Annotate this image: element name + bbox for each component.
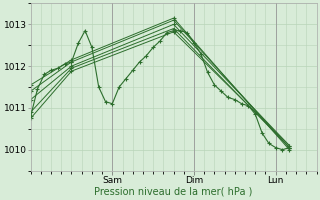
X-axis label: Pression niveau de la mer( hPa ): Pression niveau de la mer( hPa )	[94, 187, 253, 197]
